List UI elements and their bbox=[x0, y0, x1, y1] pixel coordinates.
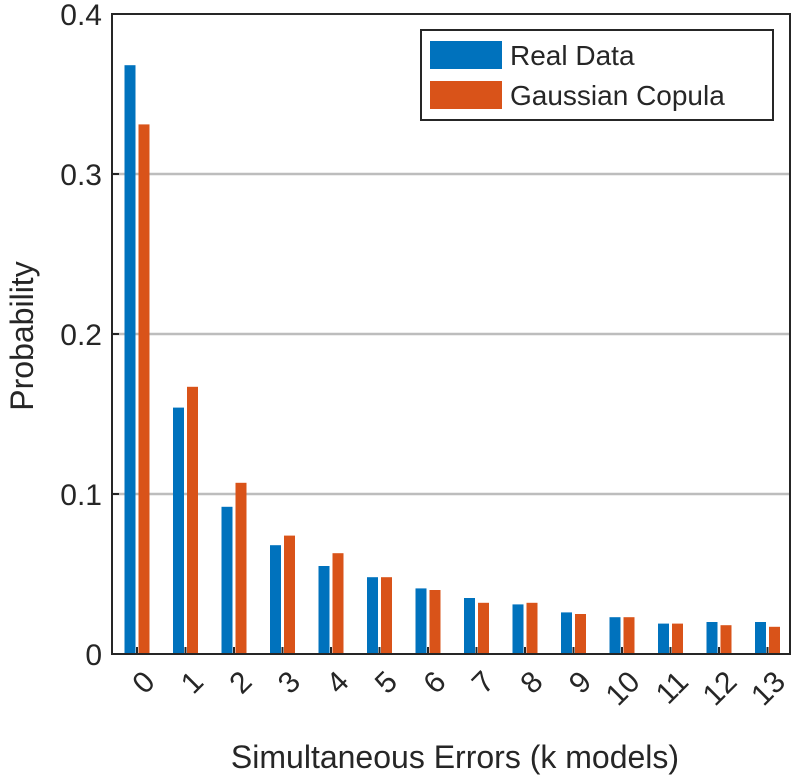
bar-real-data-6 bbox=[415, 588, 427, 654]
y-tick-label: 0.3 bbox=[60, 159, 102, 192]
y-axis-title: Probability bbox=[4, 261, 40, 410]
bar-gaussian-copula-9 bbox=[575, 614, 586, 654]
x-tick-label: 7 bbox=[466, 665, 501, 700]
bar-real-data-1 bbox=[173, 407, 184, 654]
y-tick-label: 0 bbox=[85, 639, 102, 672]
bar-gaussian-copula-0 bbox=[138, 124, 150, 654]
bar-real-data-12 bbox=[706, 622, 718, 654]
bar-gaussian-copula-8 bbox=[526, 602, 538, 654]
bar-gaussian-copula-7 bbox=[478, 602, 489, 654]
bar-gaussian-copula-3 bbox=[284, 535, 295, 654]
x-tick-label: 11 bbox=[650, 665, 695, 710]
legend: Real Data Gaussian Copula bbox=[420, 29, 774, 121]
bar-gaussian-copula-13 bbox=[769, 626, 780, 654]
x-tick-label: 10 bbox=[600, 665, 647, 712]
x-tick-label: 3 bbox=[272, 665, 307, 700]
x-tick-label: 2 bbox=[223, 665, 258, 700]
x-tick-label: 0 bbox=[126, 665, 161, 700]
x-axis-ticks: 0 1 2 3 4 5 6 7 8 9 10 11 12 13 bbox=[126, 647, 792, 712]
bar-real-data-8 bbox=[512, 604, 524, 654]
x-tick-label: 13 bbox=[745, 665, 792, 712]
bar-real-data-7 bbox=[464, 598, 475, 654]
bar-real-data-9 bbox=[561, 612, 572, 654]
y-tick-label: 0.4 bbox=[60, 0, 102, 32]
grid-lines bbox=[112, 172, 790, 496]
bar-real-data-4 bbox=[318, 566, 330, 654]
legend-swatch-real-data bbox=[430, 41, 502, 69]
bar-real-data-10 bbox=[609, 617, 621, 654]
bar-gaussian-copula-4 bbox=[332, 553, 344, 654]
bars bbox=[124, 65, 780, 654]
bar-gaussian-copula-12 bbox=[720, 625, 732, 654]
bar-gaussian-copula-5 bbox=[381, 577, 392, 654]
legend-swatch-gaussian-copula bbox=[430, 81, 502, 109]
legend-label-gaussian-copula: Gaussian Copula bbox=[510, 80, 725, 111]
bar-real-data-11 bbox=[658, 623, 669, 654]
bar-gaussian-copula-1 bbox=[187, 386, 198, 654]
bar-gaussian-copula-2 bbox=[235, 482, 247, 654]
x-tick-label: 5 bbox=[369, 665, 404, 700]
bar-gaussian-copula-11 bbox=[672, 623, 683, 654]
bar-real-data-3 bbox=[270, 545, 281, 654]
x-axis-title: Simultaneous Errors (k models) bbox=[231, 739, 679, 775]
legend-label-real-data: Real Data bbox=[510, 40, 635, 71]
x-tick-label: 1 bbox=[175, 665, 210, 700]
x-tick-label: 12 bbox=[697, 665, 744, 712]
bar-gaussian-copula-6 bbox=[429, 590, 441, 654]
x-tick-label: 9 bbox=[563, 665, 598, 700]
x-tick-label: 6 bbox=[417, 665, 452, 700]
x-tick-label: 4 bbox=[320, 665, 355, 700]
bar-real-data-0 bbox=[124, 65, 136, 654]
x-tick-label: 8 bbox=[514, 665, 549, 700]
y-tick-label: 0.1 bbox=[60, 479, 102, 512]
y-axis-ticks: 0 0.1 0.2 0.3 0.4 bbox=[60, 0, 119, 672]
bar-real-data-5 bbox=[367, 577, 378, 654]
bar-gaussian-copula-10 bbox=[623, 617, 635, 654]
y-tick-label: 0.2 bbox=[60, 319, 102, 352]
bar-real-data-2 bbox=[221, 506, 233, 654]
bar-real-data-13 bbox=[755, 622, 766, 654]
